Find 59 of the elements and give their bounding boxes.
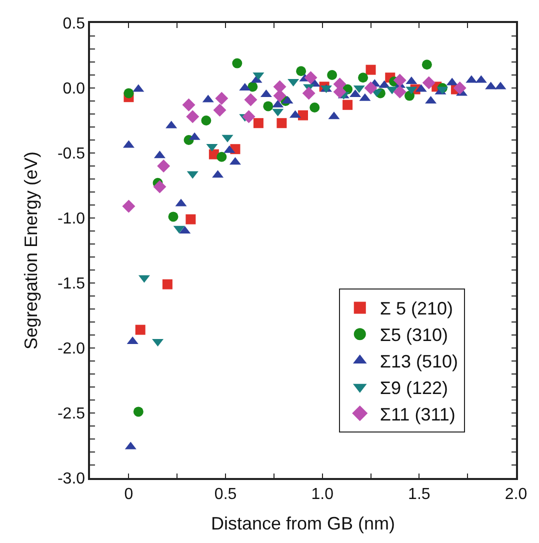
point	[182, 98, 196, 112]
y-tick-label: -2.5	[57, 406, 86, 423]
point	[358, 72, 368, 83]
point	[124, 88, 134, 98]
legend-label: Σ 5 (210)	[380, 298, 454, 319]
point	[244, 93, 258, 106]
point	[215, 92, 228, 105]
point	[248, 82, 258, 92]
x-tick-label: 0	[124, 486, 134, 503]
point	[422, 76, 436, 90]
point	[216, 152, 227, 162]
point	[364, 82, 378, 94]
point	[186, 214, 196, 224]
point	[242, 110, 256, 124]
point	[310, 102, 320, 112]
point	[422, 60, 432, 70]
point	[122, 200, 136, 213]
point	[263, 101, 274, 112]
y-tick-label: -0.5	[57, 146, 86, 163]
point	[213, 104, 226, 117]
y-tick-label: -1.0	[57, 210, 86, 228]
point	[276, 118, 287, 128]
point	[327, 70, 338, 80]
point	[302, 86, 316, 100]
point	[453, 82, 466, 94]
legend-label: Σ11 (311)	[380, 404, 456, 424]
point	[342, 100, 353, 110]
x-tick-label: 1.5	[408, 486, 430, 503]
point	[298, 110, 308, 120]
legend-label: Σ5 (310)	[380, 325, 448, 346]
point	[157, 160, 170, 172]
y-tick-label: -2.0	[57, 340, 86, 358]
x-tick-label: 2.0	[504, 486, 528, 503]
y-axis-title: Segregation Energy (eV)	[21, 151, 42, 350]
point	[304, 71, 318, 84]
point	[393, 85, 406, 98]
y-tick-label: -1.5	[57, 276, 86, 293]
point	[273, 89, 286, 102]
x-tick-label: 1.0	[311, 486, 334, 503]
point	[135, 324, 146, 335]
legend-label: Σ13 (510)	[380, 352, 458, 372]
point	[232, 58, 242, 68]
point	[366, 64, 376, 75]
point	[153, 180, 166, 194]
point	[186, 110, 200, 124]
point	[253, 118, 264, 128]
legend-label: Σ9 (122)	[380, 378, 448, 398]
point	[133, 406, 144, 417]
point	[168, 212, 178, 222]
y-tick-label: 0.5	[62, 16, 86, 33]
y-tick-label: -3.0	[57, 470, 86, 488]
point	[201, 116, 212, 126]
point	[393, 74, 406, 87]
point	[162, 279, 172, 290]
point	[296, 66, 306, 76]
y-tick-label: 0.0	[62, 80, 86, 98]
x-axis-title: Distance from GB (nm)	[210, 514, 396, 534]
point	[273, 80, 286, 94]
x-tick-label: 0.5	[214, 486, 237, 503]
